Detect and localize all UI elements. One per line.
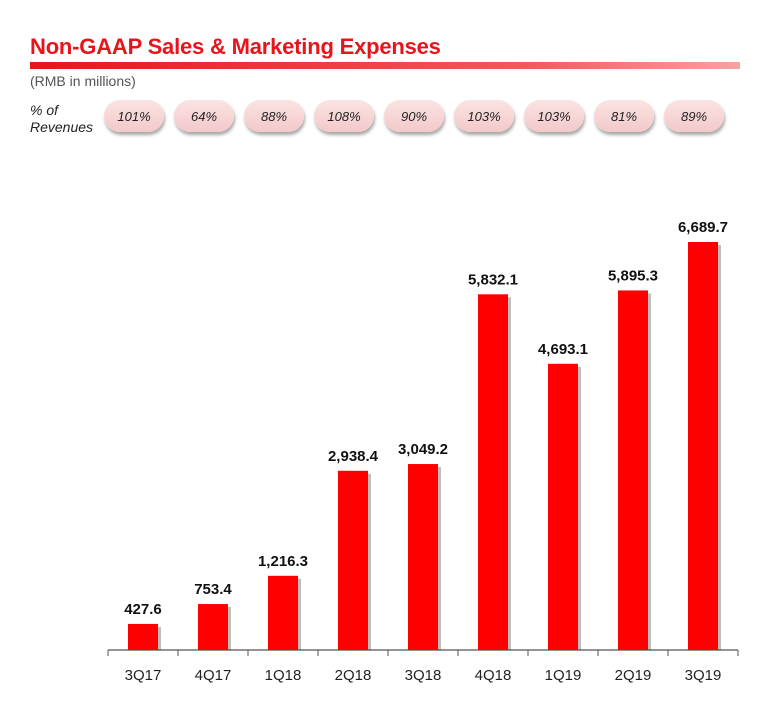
percent-pill: 103% xyxy=(524,100,584,132)
category-label: 4Q18 xyxy=(475,667,512,684)
percent-pill: 81% xyxy=(594,100,654,132)
value-label: 6,689.7 xyxy=(678,219,728,236)
percent-pill: 108% xyxy=(314,100,374,132)
category-label: 3Q19 xyxy=(685,667,722,684)
percent-label-line2: Revenues xyxy=(30,119,94,135)
percent-pill: 88% xyxy=(244,100,304,132)
category-label: 3Q17 xyxy=(125,667,162,684)
bar-3Q18 xyxy=(408,464,438,650)
title-underline xyxy=(30,62,740,69)
bar-2Q18 xyxy=(338,470,368,650)
value-label: 3,049.2 xyxy=(398,441,448,458)
value-label: 1,216.3 xyxy=(258,553,308,570)
bar-2Q19 xyxy=(618,290,648,650)
percent-pill: 103% xyxy=(454,100,514,132)
category-label: 2Q19 xyxy=(615,667,652,684)
chart-title: Non-GAAP Sales & Marketing Expenses xyxy=(30,34,441,59)
percent-label-line1: % of xyxy=(30,102,59,118)
percent-of-revenues-label: % of Revenues xyxy=(30,102,93,136)
bar-4Q18 xyxy=(478,294,508,650)
bar-3Q17 xyxy=(128,623,158,650)
value-label: 5,895.3 xyxy=(608,267,658,284)
category-label: 1Q18 xyxy=(265,667,302,684)
units-subtitle: (RMB in millions) xyxy=(30,73,136,89)
bar-3Q19 xyxy=(688,242,718,650)
category-label: 4Q17 xyxy=(195,667,232,684)
value-label: 5,832.1 xyxy=(468,271,518,288)
percent-pill: 64% xyxy=(174,100,234,132)
value-label: 2,938.4 xyxy=(328,448,379,465)
percent-pill: 89% xyxy=(664,100,724,132)
percent-pill: 101% xyxy=(104,100,164,132)
category-label: 1Q19 xyxy=(545,667,582,684)
value-label: 753.4 xyxy=(194,581,232,598)
bar-1Q18 xyxy=(268,575,298,650)
category-label: 3Q18 xyxy=(405,667,442,684)
category-label: 2Q18 xyxy=(335,667,372,684)
percent-pill: 90% xyxy=(384,100,444,132)
value-label: 427.6 xyxy=(124,601,162,618)
bar-1Q19 xyxy=(548,363,578,650)
bar-4Q17 xyxy=(198,604,228,650)
percent-of-revenues-row: 101% 64% 88% 108% 90% 103% 103% 81% 89% xyxy=(0,100,765,140)
value-label: 4,693.1 xyxy=(538,341,588,358)
